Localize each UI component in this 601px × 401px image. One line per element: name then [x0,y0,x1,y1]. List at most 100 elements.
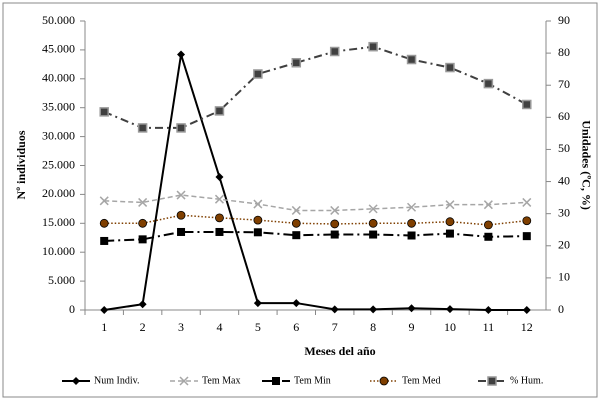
y2-tick-label: 50 [558,141,570,155]
x-tick-label: 1 [101,320,107,334]
point [407,202,417,212]
series-line [104,214,527,226]
y2-axis-title: Unidades (ºC, %) [579,120,593,210]
point [368,41,378,52]
y-tick-label: 0 [69,302,75,316]
y-tick-label: 45.000 [42,42,75,56]
point [368,218,378,228]
point [369,305,378,314]
y-tick-label: 30.000 [42,128,75,142]
y-tick-label: 5.000 [48,273,75,287]
point [99,196,109,206]
point [483,220,493,230]
point [445,217,455,227]
y2-tick-label: 60 [558,109,570,123]
point [253,299,262,308]
point [330,205,340,215]
y-tick-label: 10.000 [42,244,75,258]
legend-label: Tem Max [202,375,240,386]
y2-tick-label: 20 [558,238,570,252]
point [406,54,417,65]
point [253,199,263,209]
point [100,306,109,314]
point [292,231,301,240]
point [330,219,340,229]
point [176,210,186,220]
x-tick-label: 11 [483,320,495,334]
y2-tick-label: 10 [558,270,570,284]
point [176,190,186,200]
point [214,106,225,116]
point [522,216,532,226]
legend-marker [379,376,389,386]
point [407,231,416,240]
point [100,236,109,245]
y-tick-label: 20.000 [42,186,75,200]
x-tick-label: 3 [178,320,184,334]
point [291,57,302,68]
point [522,99,532,110]
point [99,218,109,228]
point [138,197,148,207]
point [483,200,493,210]
point [215,213,224,223]
point [138,218,148,228]
legend-marker [487,376,497,386]
x-tick-label: 12 [521,320,533,334]
point [291,218,301,228]
point [99,107,109,117]
point [291,205,301,215]
legend-marker [272,377,280,385]
point [445,229,454,238]
x-tick-label: 6 [293,320,299,334]
point [177,50,186,59]
point [368,204,378,214]
series-line [103,45,528,129]
series-line [104,54,527,311]
point [407,218,416,228]
point [138,235,147,244]
point [253,69,263,79]
x-tick-label: 4 [216,320,222,334]
point [253,215,263,225]
point [330,230,339,239]
legend-marker [179,376,189,386]
point [484,232,493,241]
x-axis-title: Meses del año [304,344,375,358]
point [329,46,340,57]
y2-tick-label: 70 [558,77,570,91]
point [253,228,262,237]
point [138,300,147,309]
x-tick-label: 7 [332,320,338,334]
point [369,230,378,239]
point [483,78,494,89]
y-tick-label: 15.000 [42,215,75,229]
y-tick-label: 50.000 [42,13,75,27]
point [215,173,224,182]
point [522,306,531,314]
x-tick-label: 9 [409,320,415,334]
point [176,123,186,133]
y2-tick-label: 30 [558,205,570,219]
x-tick-label: 10 [444,320,456,334]
frame [2,2,598,398]
point [484,306,493,314]
point [330,305,339,314]
y2-tick-label: 0 [558,302,564,316]
x-tick-label: 8 [370,320,376,334]
point [445,200,455,210]
y-tick-label: 35.000 [42,99,75,113]
point [522,197,532,207]
point [137,123,148,133]
y2-tick-label: 90 [558,13,570,27]
x-tick-label: 2 [140,320,146,334]
series-line [104,194,527,212]
y2-tick-label: 80 [558,45,570,59]
legend-label: Num Indiv. [94,375,139,386]
point [214,194,224,204]
legend-label: Tem Med [402,375,440,386]
legend-label: % Hum. [510,375,543,386]
y-tick-label: 40.000 [42,71,75,85]
point [522,232,531,241]
